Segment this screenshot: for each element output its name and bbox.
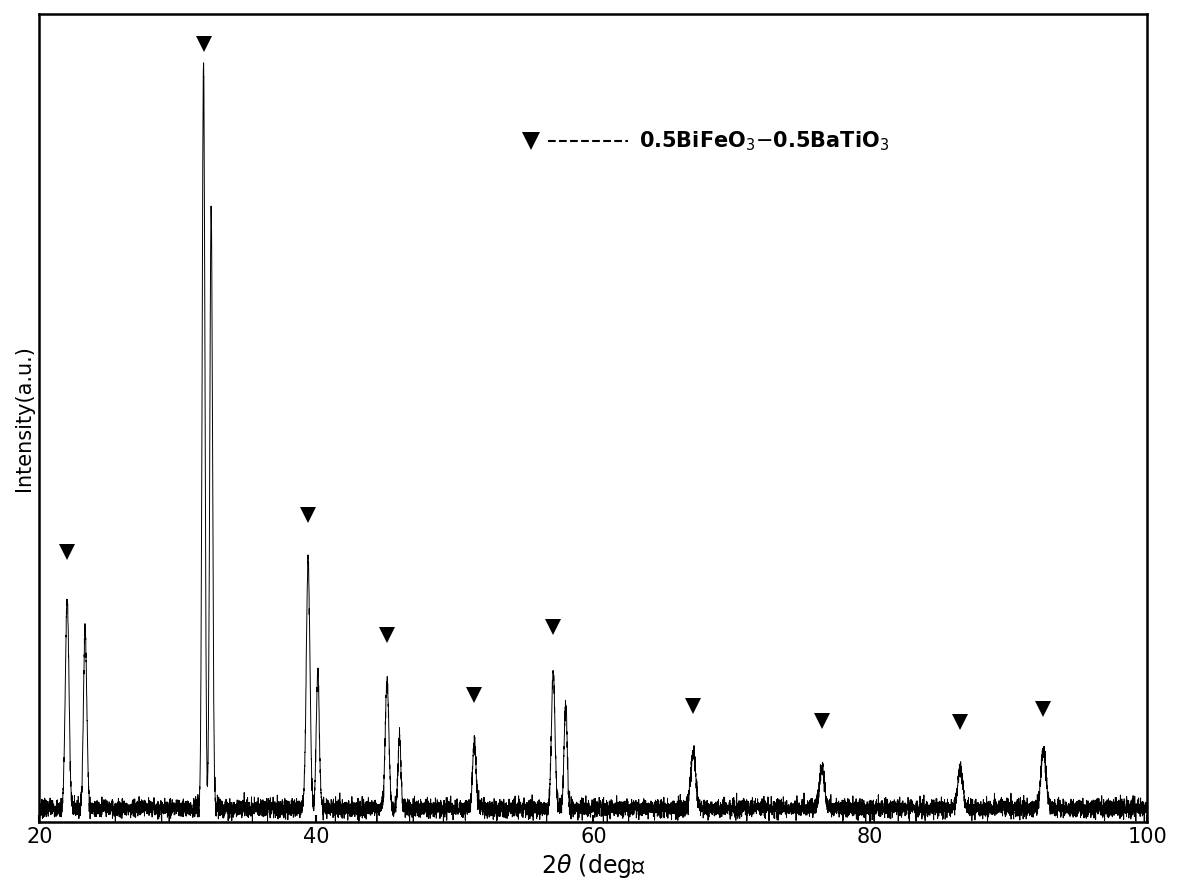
X-axis label: 2$\theta$ (deg）: 2$\theta$ (deg）: [541, 852, 646, 880]
Y-axis label: Intensity(a.u.): Intensity(a.u.): [14, 345, 34, 491]
Text: 0.5BiFeO$_3$$-$0.5BaTiO$_3$: 0.5BiFeO$_3$$-$0.5BaTiO$_3$: [639, 130, 889, 153]
